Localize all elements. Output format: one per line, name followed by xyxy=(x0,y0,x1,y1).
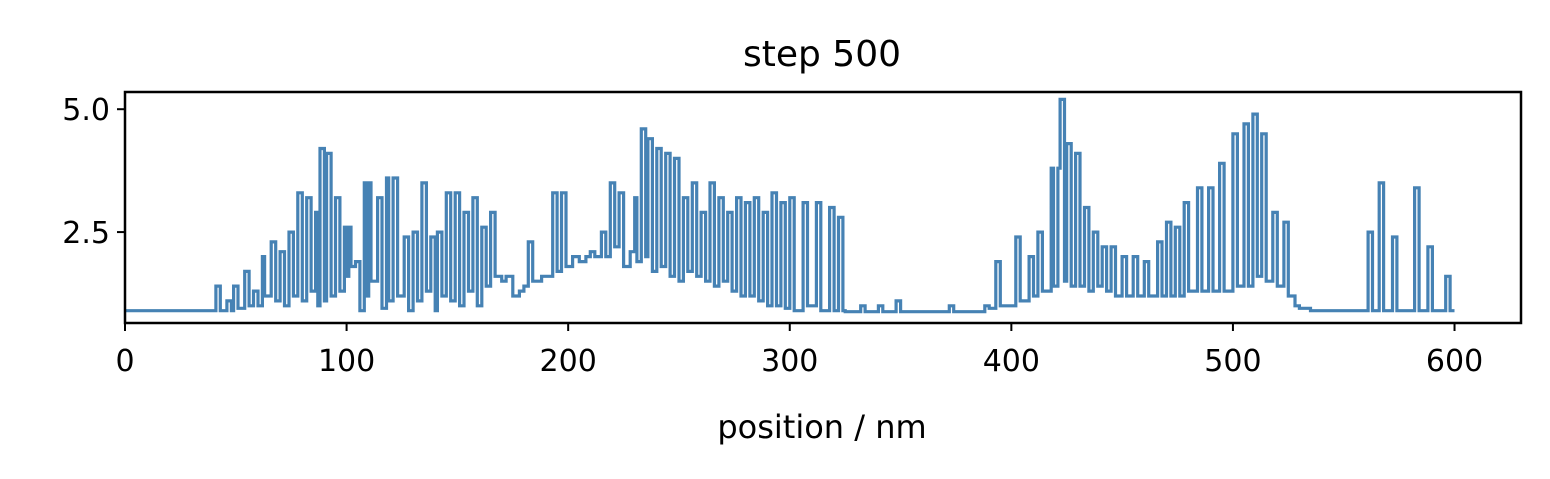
y-tick-label: 5.0 xyxy=(62,93,110,128)
x-tick-label: 200 xyxy=(540,344,597,379)
x-tick-label: 400 xyxy=(983,344,1040,379)
plot-area: 0 100 200 300 400 500 600 2.5 5.0 xyxy=(62,90,1523,379)
x-tick-label: 300 xyxy=(761,344,818,379)
x-axis-label: position / nm xyxy=(717,408,926,446)
x-tick-label: 100 xyxy=(318,344,375,379)
x-tick-label: 500 xyxy=(1204,344,1261,379)
x-tick-label: 0 xyxy=(115,344,134,379)
series-line-0 xyxy=(125,97,1455,314)
y-tick-label: 2.5 xyxy=(62,216,110,251)
axes-frame xyxy=(123,90,1523,325)
chart-title: step 500 xyxy=(743,34,901,75)
x-tick-label: 600 xyxy=(1426,344,1483,379)
